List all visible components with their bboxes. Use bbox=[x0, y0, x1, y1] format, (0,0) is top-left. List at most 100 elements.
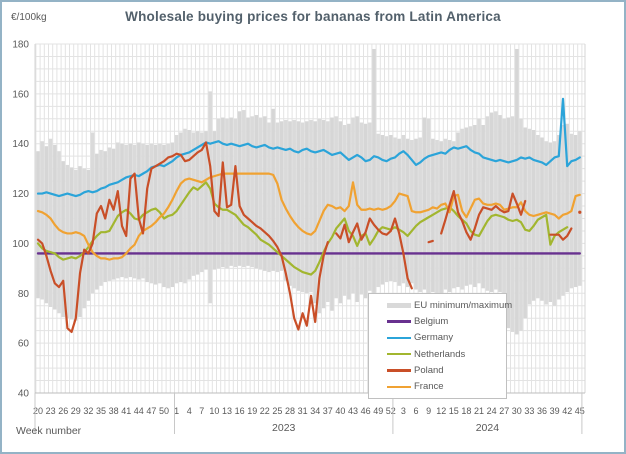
eu-minmax-band-bar bbox=[435, 139, 439, 296]
x-tick-label: 25 bbox=[272, 406, 282, 416]
legend-item-belgium: Belgium bbox=[387, 314, 506, 329]
eu-minmax-band-bar bbox=[347, 123, 351, 300]
y-tick-label: 60 bbox=[18, 339, 30, 350]
eu-minmax-band-bar bbox=[271, 108, 275, 271]
eu-minmax-band-bar bbox=[523, 127, 527, 319]
eu-minmax-band-bar bbox=[548, 142, 553, 303]
x-tick-label: 27 bbox=[499, 406, 509, 416]
eu-minmax-band-bar bbox=[494, 111, 498, 290]
band-swatch-icon bbox=[387, 302, 411, 308]
eu-minmax-band-bar bbox=[292, 120, 296, 289]
eu-minmax-band-bar bbox=[418, 137, 422, 293]
eu-minmax-band-bar bbox=[452, 141, 456, 289]
x-tick-label: 46 bbox=[361, 406, 371, 416]
eu-minmax-band-bar bbox=[401, 134, 406, 284]
eu-minmax-band-bar bbox=[355, 116, 359, 303]
x-tick-label: 40 bbox=[335, 406, 345, 416]
x-tick-label: 28 bbox=[285, 406, 295, 416]
year-label: 2023 bbox=[272, 422, 296, 434]
eu-minmax-band-bar bbox=[69, 167, 74, 320]
eu-minmax-band-bar bbox=[510, 116, 515, 332]
eu-minmax-band-bar bbox=[519, 118, 523, 331]
eu-minmax-band-bar bbox=[258, 117, 263, 270]
x-tick-label: 41 bbox=[121, 406, 131, 416]
eu-minmax-band-bar bbox=[191, 132, 196, 276]
y-tick-label: 100 bbox=[12, 239, 29, 250]
x-tick-label: 3 bbox=[401, 406, 406, 416]
series-line-netherlands bbox=[36, 181, 569, 276]
y-tick-label: 120 bbox=[12, 189, 29, 200]
eu-minmax-band-bar bbox=[162, 144, 166, 288]
legend-item-france: France bbox=[387, 379, 506, 394]
eu-minmax-band-bar bbox=[573, 134, 578, 288]
x-tick-label: 32 bbox=[83, 406, 93, 416]
eu-minmax-band-bar bbox=[552, 141, 557, 306]
line-swatch-icon bbox=[387, 336, 411, 340]
eu-minmax-band-bar bbox=[422, 117, 427, 290]
eu-minmax-band-bar bbox=[229, 117, 233, 266]
x-tick-label: 39 bbox=[550, 406, 560, 416]
eu-minmax-band-bar bbox=[40, 141, 44, 300]
eu-minmax-band-bar bbox=[183, 128, 187, 284]
year-label: 2024 bbox=[476, 422, 500, 434]
x-tick-label: 19 bbox=[247, 406, 257, 416]
legend-label: Poland bbox=[414, 364, 444, 376]
eu-minmax-band-bar bbox=[216, 118, 221, 269]
eu-minmax-band-bar bbox=[124, 144, 128, 279]
eu-minmax-band-bar bbox=[90, 132, 95, 294]
x-tick-label: 26 bbox=[58, 406, 68, 416]
eu-minmax-band-bar bbox=[204, 131, 208, 270]
eu-minmax-band-bar bbox=[565, 123, 569, 293]
x-tick-label: 6 bbox=[413, 406, 418, 416]
x-tick-label: 31 bbox=[298, 406, 308, 416]
eu-minmax-band-bar bbox=[195, 131, 200, 275]
eu-minmax-band-bar bbox=[368, 122, 372, 291]
x-tick-label: 1 bbox=[174, 406, 179, 416]
eu-minmax-band-bar bbox=[498, 115, 502, 293]
eu-minmax-band-bar bbox=[305, 121, 309, 294]
eu-minmax-band-bar bbox=[317, 118, 322, 314]
eu-minmax-band-bar bbox=[275, 122, 280, 273]
eu-minmax-band-bar bbox=[468, 126, 473, 285]
line-swatch-icon bbox=[387, 385, 411, 389]
x-tick-label: 43 bbox=[348, 406, 358, 416]
eu-minmax-band-bar bbox=[48, 138, 53, 307]
x-tick-label: 12 bbox=[436, 406, 446, 416]
eu-minmax-band-bar bbox=[132, 144, 137, 279]
eu-minmax-band-bar bbox=[527, 128, 532, 305]
eu-minmax-band-bar bbox=[233, 118, 238, 268]
x-tick-label: 36 bbox=[537, 406, 547, 416]
x-tick-label: 20 bbox=[33, 406, 43, 416]
series-line-poland bbox=[549, 227, 573, 241]
legend-item-poland: Poland bbox=[387, 363, 506, 378]
eu-minmax-band-bar bbox=[485, 116, 490, 291]
eu-minmax-band-bar bbox=[74, 169, 78, 321]
legend-label: EU minimum/maximum bbox=[414, 299, 513, 311]
x-tick-label: 16 bbox=[235, 406, 245, 416]
series-point-poland bbox=[578, 210, 582, 214]
eu-minmax-band-bar bbox=[99, 149, 103, 286]
eu-minmax-band-bar bbox=[473, 125, 477, 288]
eu-minmax-band-bar bbox=[128, 143, 133, 278]
line-swatch-icon bbox=[387, 369, 411, 372]
eu-minmax-band-bar bbox=[208, 91, 212, 304]
x-tick-label: 33 bbox=[524, 406, 534, 416]
eu-minmax-band-bar bbox=[200, 132, 204, 273]
legend-item-germany: Germany bbox=[387, 330, 506, 345]
chart-legend: EU minimum/maximum Belgium Germany Netherla… bbox=[368, 293, 512, 399]
eu-minmax-band-bar bbox=[477, 118, 481, 284]
eu-minmax-band-bar bbox=[464, 127, 469, 286]
x-tick-label: 52 bbox=[386, 406, 396, 416]
x-tick-label: 42 bbox=[562, 406, 572, 416]
legend-item-eu-minimum-maximum: EU minimum/maximum bbox=[387, 298, 512, 313]
x-tick-label: 9 bbox=[426, 406, 431, 416]
eu-minmax-band-bar bbox=[250, 116, 254, 268]
eu-minmax-band-bar bbox=[263, 116, 267, 271]
eu-minmax-band-bar bbox=[107, 147, 112, 281]
x-tick-label: 7 bbox=[199, 406, 204, 416]
eu-minmax-band-bar bbox=[246, 117, 250, 266]
eu-minmax-band-bar bbox=[363, 123, 368, 299]
eu-minmax-band-bar bbox=[372, 48, 376, 296]
